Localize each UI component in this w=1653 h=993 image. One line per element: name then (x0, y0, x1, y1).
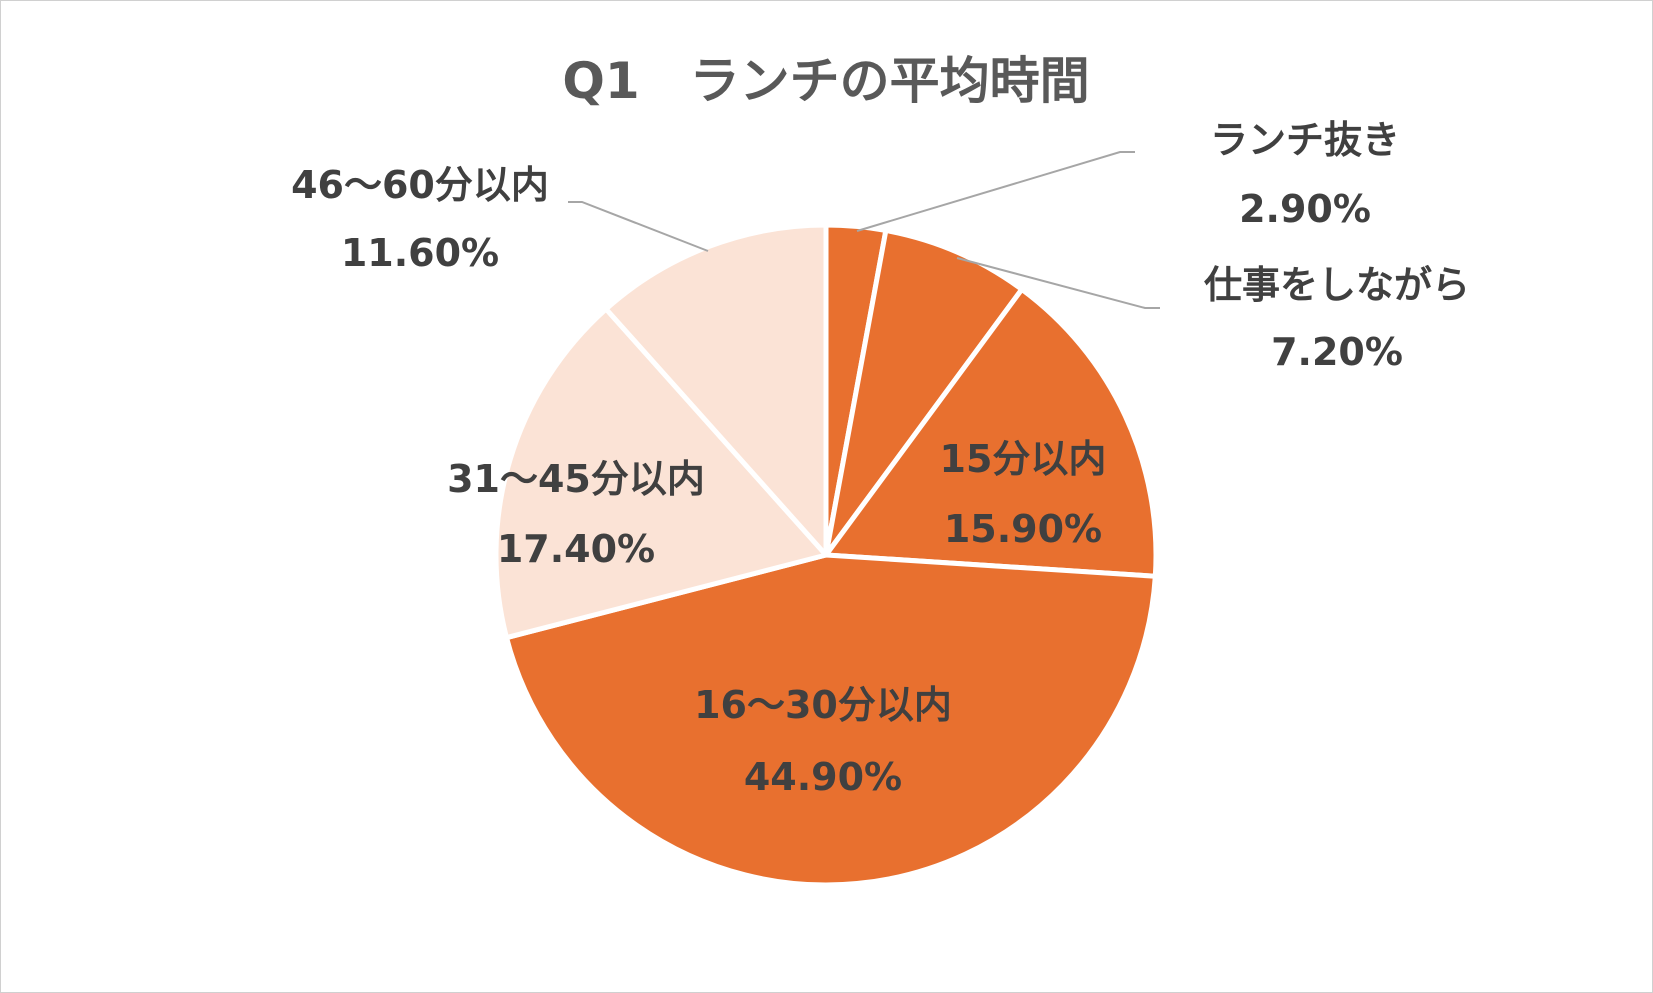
leader-line (956, 257, 1160, 309)
slice-value-label: 44.90% (744, 755, 902, 799)
pie-slice (504, 552, 1158, 888)
slice-category-label: 16〜30分以内 (694, 683, 952, 727)
pie-slice (493, 306, 829, 641)
slice-category-label: ランチ抜き (1210, 118, 1400, 162)
chart-title: Q1 ランチの平均時間 (562, 52, 1089, 110)
slice-value-label: 2.90% (1239, 187, 1371, 231)
leader-line (568, 201, 709, 252)
slice-category-label: 仕事をしながら (1204, 263, 1470, 307)
data-labels: ランチ抜き 2.90% 仕事をしながら 7.20% 15分以内 15.90% 16〜30分以… (291, 118, 1470, 799)
pie-slice (823, 227, 1025, 558)
slice-value-label: 7.20% (1271, 330, 1403, 374)
leader-line (856, 151, 1135, 232)
slice-value-label: 17.40% (497, 527, 655, 571)
pie-slice (603, 222, 829, 558)
slice-category-label: 15分以内 (940, 437, 1107, 481)
slice-value-label: 15.90% (944, 507, 1102, 551)
pie-slices (493, 222, 1159, 888)
leader-lines (568, 151, 1160, 309)
slice-value-label: 11.60% (341, 231, 499, 275)
pie-slice (823, 286, 1159, 579)
slice-category-label: 31〜45分以内 (447, 457, 705, 501)
slice-category-label: 46〜60分以内 (291, 163, 549, 207)
